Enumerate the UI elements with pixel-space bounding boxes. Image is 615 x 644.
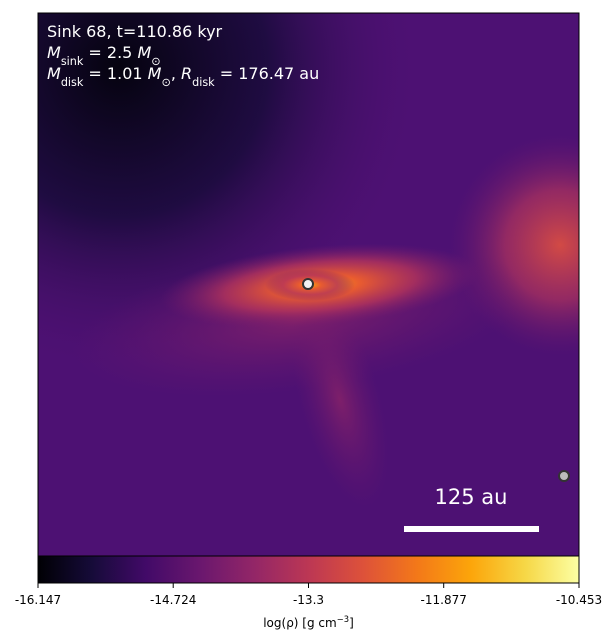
text-part: M xyxy=(137,43,151,62)
tick-label: -14.724 xyxy=(150,593,196,607)
sink-marker xyxy=(558,470,570,482)
text-part: ] xyxy=(349,616,354,630)
text-part: disk xyxy=(192,76,215,89)
text-part: sink xyxy=(61,55,84,68)
rich-text: Mdisk = 1.01 M⊙, Rdisk = 176.47 au xyxy=(47,64,319,89)
tick-label: -16.147 xyxy=(15,593,61,607)
text-part: ⊙ xyxy=(151,55,160,68)
colorbar xyxy=(37,555,580,584)
rich-text: Sink 68, t=110.86 kyr xyxy=(47,22,223,41)
text-part: R xyxy=(181,64,192,83)
rich-text: log(ρ) [g cm−3] xyxy=(263,614,354,630)
tick-label: -13.3 xyxy=(293,593,324,607)
text-part: = 2.5 xyxy=(83,43,137,62)
text-part: = 176.47 au xyxy=(215,64,320,83)
text-part: M xyxy=(47,64,61,83)
text-part: M xyxy=(47,43,61,62)
text-part: , xyxy=(171,64,181,83)
scale-bar-label: 125 au xyxy=(435,485,508,509)
scale-bar xyxy=(404,526,539,532)
text-part: M xyxy=(148,64,162,83)
text-part: Sink 68, t=110.86 kyr xyxy=(47,22,223,41)
sink-marker xyxy=(302,278,314,290)
tick-label: -10.453 xyxy=(556,593,602,607)
text-part: −3 xyxy=(337,614,349,624)
text-part: ⊙ xyxy=(161,76,170,89)
text-part: = 1.01 xyxy=(83,64,147,83)
density-image xyxy=(38,13,579,556)
text-part: disk xyxy=(61,76,84,89)
text-part: log(ρ) [g cm xyxy=(263,616,337,630)
tick-label: -11.877 xyxy=(421,593,467,607)
rich-text: Msink = 2.5 M⊙ xyxy=(47,43,161,68)
